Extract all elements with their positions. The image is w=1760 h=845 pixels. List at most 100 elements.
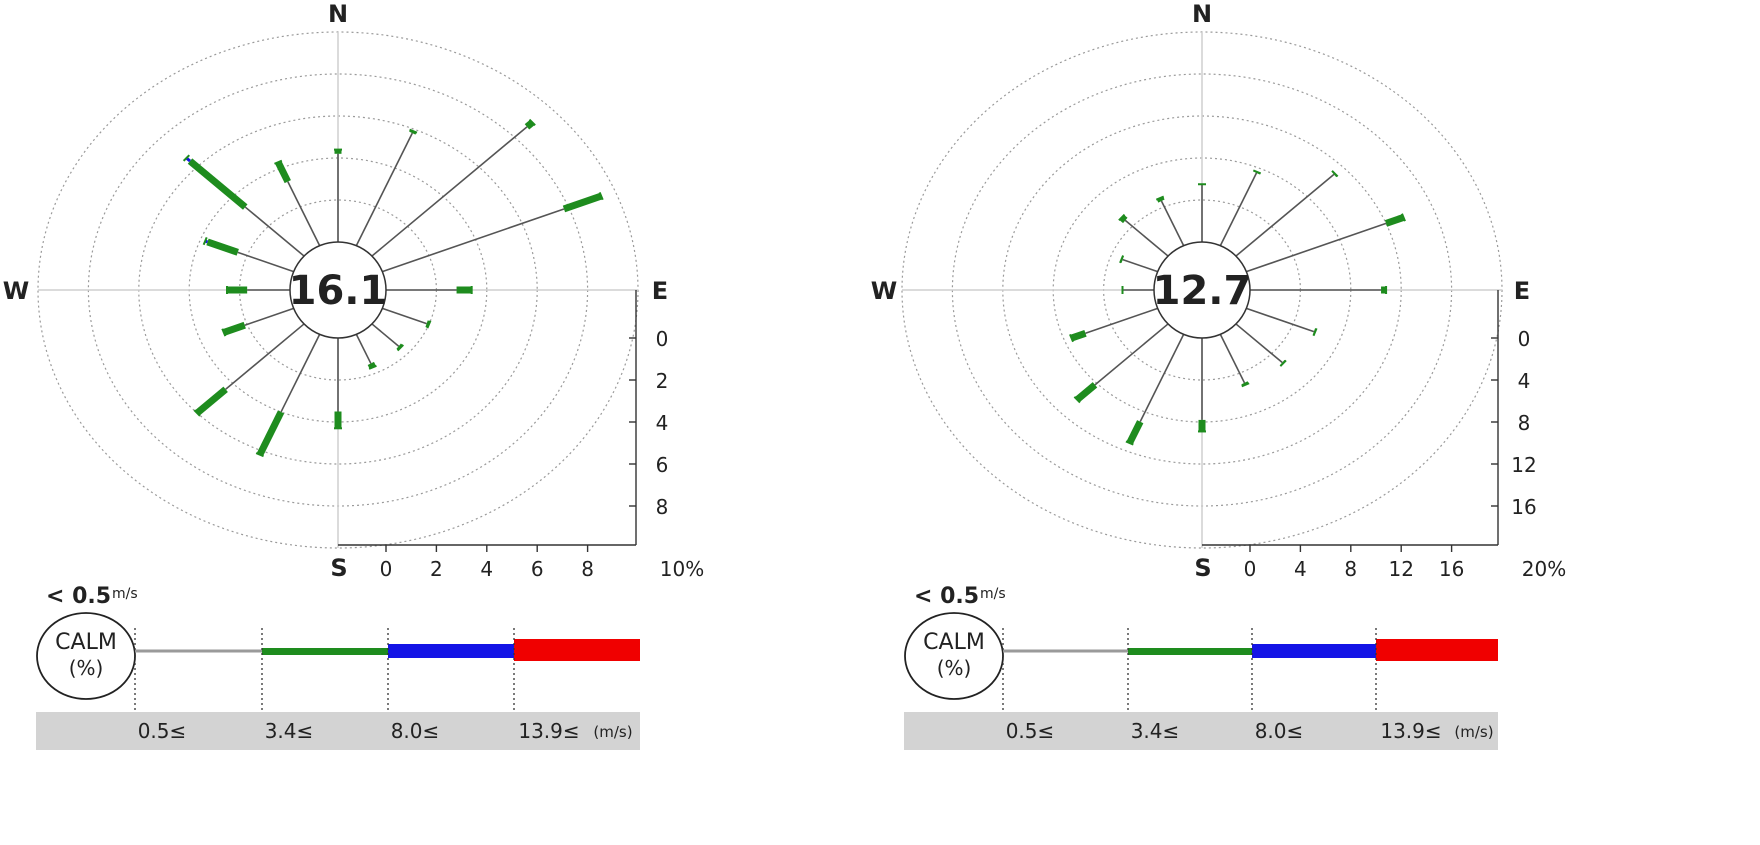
spoke-ne-calm (371, 126, 528, 257)
spoke-ene-cap (1401, 213, 1406, 222)
windrose-left: 0 0 2 2 4 4 6 6 8 8 10% 16.1 N W E S (3, 0, 704, 582)
spoke-ssw-low (256, 410, 285, 457)
scale-max-label: 10% (660, 557, 704, 581)
spoke-nw-calm (244, 206, 305, 257)
scale-tick-label-v: 4 (656, 411, 669, 435)
bin-label-1: 0.5≤ (1006, 719, 1055, 743)
scale-tick-label-v: 0 (1518, 327, 1531, 351)
spoke-wsw-low (222, 321, 246, 336)
calm-label: CALM (923, 630, 985, 655)
scale-tick-label-h: 8 (581, 557, 594, 581)
calm-pct: (%) (69, 656, 104, 680)
spoke-sw-calm (1094, 323, 1169, 386)
spoke-nw-cap (1118, 213, 1126, 221)
spoke-ssw-calm (1139, 333, 1185, 423)
spoke-ssw-cap (255, 452, 264, 458)
scale-tick-label-v: 12 (1511, 453, 1536, 477)
scale-tick-label-v: 0 (656, 327, 669, 351)
spoke-ne-low (524, 119, 535, 130)
spoke-ssw-calm (280, 333, 321, 413)
spoke-wsw-low (1070, 329, 1087, 342)
spoke-nnw-cap (274, 159, 283, 165)
compass-w: W (3, 277, 29, 305)
spoke-sse-cap (368, 364, 377, 370)
spoke-se-calm (1235, 323, 1283, 364)
compass-e: E (652, 277, 668, 305)
bin-bar-low (1128, 648, 1252, 655)
spoke-sw-low (194, 386, 228, 416)
bin-label-3: 8.0≤ (1255, 719, 1304, 743)
scale-max-label: 20% (1522, 557, 1566, 581)
bin-bar-high (514, 639, 640, 661)
legend-unit: (m/s) (1454, 723, 1493, 741)
speed-legend-left: < 0.5 m/s CALM (%) 0.5≤ 3.4≤ 8.0≤ 13.9≤ … (36, 584, 640, 750)
spoke-sw-cap (193, 409, 201, 417)
windrose-right: 0 0 4 4 8 8 12 12 16 16 20% 12.7 N W E S (871, 0, 1566, 582)
scale-tick-label-v: 6 (656, 453, 669, 477)
spoke-nnw-calm (1160, 200, 1185, 247)
scale-tick-label-v: 8 (1518, 411, 1531, 435)
bin-label-3: 8.0≤ (391, 719, 440, 743)
spoke-sse-cap (1241, 382, 1250, 388)
compass-s: S (1194, 554, 1211, 582)
spoke-ese-calm (1246, 307, 1315, 333)
spoke-wsw-cap (1069, 334, 1074, 343)
legend-scale-band (36, 712, 640, 750)
spoke-wsw-calm (1085, 307, 1158, 335)
spoke-nw-low (187, 158, 248, 210)
bin-label-4: 13.9≤ (518, 719, 579, 743)
scale-tick-label-h: 2 (430, 557, 443, 581)
compass-n: N (328, 0, 348, 28)
spoke-nne-cap (1252, 169, 1262, 175)
legend-scale-band (904, 712, 1498, 750)
calm-circle (289, 241, 387, 339)
spoke-sw-calm (225, 323, 305, 390)
calm-unit: m/s (980, 586, 1006, 602)
calm-threshold: < 0.5 (914, 584, 979, 609)
spoke-ese-calm (382, 307, 427, 325)
calm-pct: (%) (937, 656, 972, 680)
spoke-wnw-low (206, 238, 239, 256)
calm-ellipse (36, 612, 136, 700)
spoke-sse-calm (1219, 333, 1246, 384)
spoke-ene-calm (382, 208, 565, 273)
speed-legend-right: < 0.5 m/s CALM (%) 0.5≤ 3.4≤ 8.0≤ 13.9≤ … (904, 584, 1498, 750)
scale-tick-label-h: 4 (1294, 557, 1307, 581)
calm-ellipse (904, 612, 1004, 700)
spoke-nw-calm (1124, 219, 1169, 257)
spoke-ene-low (1384, 214, 1405, 227)
spoke-wnw-cap (202, 237, 208, 246)
scale-tick-label-h: 16 (1439, 557, 1464, 581)
calm-unit: m/s (112, 586, 138, 602)
calm-circle (1153, 241, 1251, 339)
spoke-ne-cap (1331, 170, 1339, 178)
spoke-se-cap (396, 344, 404, 352)
spoke-ene-low (562, 192, 603, 213)
bin-bar-mid (388, 644, 514, 658)
bin-bar-mid (1252, 644, 1376, 658)
calm-value: 16.1 (289, 268, 388, 314)
bin-bar-high (1376, 639, 1498, 661)
compass-s: S (330, 554, 347, 582)
spoke-wnw-cap (1119, 255, 1125, 264)
compass-n: N (1192, 0, 1212, 28)
spoke-ne-cap (528, 118, 536, 126)
spoke-ene-cap (598, 192, 604, 201)
calm-threshold: < 0.5 (46, 584, 111, 609)
spoke-nne-cap (409, 128, 418, 134)
scale-tick-label-v: 2 (656, 369, 669, 393)
spoke-ne-calm (1235, 173, 1335, 257)
calm-label: CALM (55, 630, 117, 655)
bin-label-1: 0.5≤ (138, 719, 187, 743)
bin-bar-low (262, 648, 388, 655)
spoke-ene-calm (1246, 222, 1387, 273)
spoke-wsw-cap (221, 328, 227, 337)
scale-tick-label-h: 0 (380, 557, 393, 581)
scale-tick-label-h: 8 (1344, 557, 1357, 581)
spoke-ssw-low (1126, 420, 1144, 445)
spoke-nnw-low (275, 160, 291, 184)
spoke-wsw-calm (244, 307, 294, 327)
spoke-ese-cap (426, 320, 432, 329)
bin-label-2: 3.4≤ (1131, 719, 1180, 743)
